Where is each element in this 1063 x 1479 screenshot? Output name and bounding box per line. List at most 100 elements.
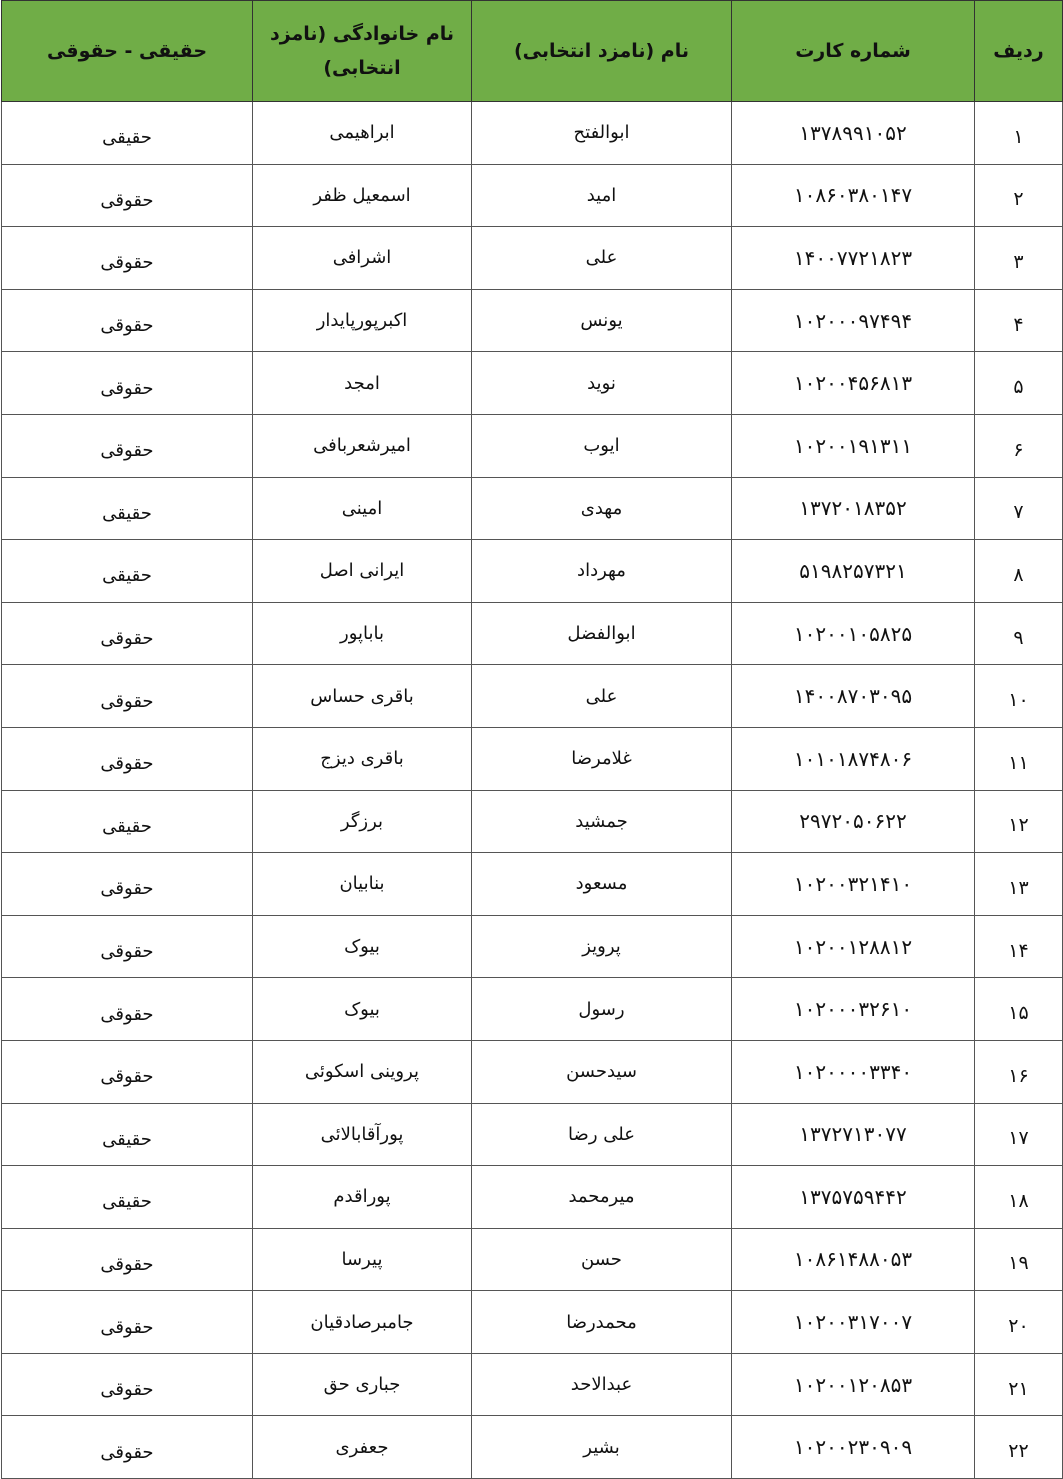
- card-number-cell: ۱۳۷۸۹۹۱۰۵۲: [731, 101, 975, 165]
- last-name-cell: جعفری: [252, 1415, 472, 1479]
- card-number-cell: ۱۰۲۰۰۲۳۰۹۰۹: [731, 1415, 975, 1479]
- card-number-cell: ۱۰۲۰۰۴۵۶۸۱۳: [731, 351, 975, 415]
- person-type-cell: حقیقی: [1, 1102, 253, 1167]
- first-name-cell: جمشید: [471, 789, 732, 854]
- card-number-cell: ۱۰۲۰۰۱۲۸۸۱۲: [731, 914, 975, 979]
- first-name-cell: مهدی: [471, 476, 732, 541]
- person-type-cell: حقوقی: [1, 226, 253, 290]
- last-name-cell: بیوک: [252, 914, 472, 979]
- person-type-cell: حقیقی: [1, 539, 253, 603]
- row-index-cell: ۲۱: [974, 1352, 1063, 1417]
- row-index-cell: ۱۵: [974, 977, 1063, 1041]
- row-index-cell: ۱۶: [974, 1039, 1063, 1104]
- table-row: ۱۰ ۱۴۰۰۸۷۰۳۰۹۵ علی باقری حساس حقوقی: [1, 664, 1063, 728]
- last-name-cell: ایرانی اصل: [252, 539, 472, 603]
- person-type-cell: حقوقی: [1, 664, 253, 728]
- card-number-cell: ۱۰۲۰۰۱۲۰۸۵۳: [731, 1352, 975, 1417]
- first-name-cell: عبدالاحد: [471, 1352, 732, 1417]
- row-index-cell: ۱۸: [974, 1165, 1063, 1229]
- header-last-name: نام خانوادگی (نامزد انتخابی): [252, 0, 472, 102]
- person-type-cell: حقیقی: [1, 476, 253, 541]
- row-index-cell: ۲: [974, 163, 1063, 228]
- person-type-cell: حقیقی: [1, 1165, 253, 1229]
- card-number-cell: ۱۴۰۰۷۷۲۱۸۲۳: [731, 226, 975, 290]
- first-name-cell: یونس: [471, 288, 732, 353]
- first-name-cell: نوید: [471, 351, 732, 415]
- first-name-cell: بشیر: [471, 1415, 732, 1479]
- table-row: ۹ ۱۰۲۰۰۱۰۵۸۲۵ ابوالفضل باباپور حقوقی: [1, 601, 1063, 666]
- table-row: ۱۶ ۱۰۲۰۰۰۰۳۳۴۰ سیدحسن پروینی اسکوئی حقوقی: [1, 1039, 1063, 1104]
- row-index-cell: ۸: [974, 539, 1063, 603]
- row-index-cell: ۳: [974, 226, 1063, 290]
- table-row: ۱۱ ۱۰۱۰۱۸۷۴۸۰۶ غلامرضا باقری دیزج حقوقی: [1, 726, 1063, 791]
- table-row: ۱ ۱۳۷۸۹۹۱۰۵۲ ابوالفتح ابراهیمی حقیقی: [1, 101, 1063, 165]
- table-row: ۶ ۱۰۲۰۰۱۹۱۳۱۱ ایوب امیرشعربافی حقوقی: [1, 413, 1063, 478]
- first-name-cell: مسعود: [471, 852, 732, 916]
- first-name-cell: ابوالفتح: [471, 101, 732, 165]
- table-row: ۲۱ ۱۰۲۰۰۱۲۰۸۵۳ عبدالاحد جباری حق حقوقی: [1, 1352, 1063, 1417]
- person-type-cell: حقوقی: [1, 852, 253, 916]
- row-index-cell: ۱: [974, 101, 1063, 165]
- card-number-cell: ۱۰۲۰۰۱۰۵۸۲۵: [731, 601, 975, 666]
- table-row: ۱۲ ۲۹۷۲۰۵۰۶۲۲ جمشید برزگر حقیقی: [1, 789, 1063, 854]
- person-type-cell: حقوقی: [1, 1415, 253, 1479]
- row-index-cell: ۱۴: [974, 914, 1063, 979]
- card-number-cell: ۱۰۲۰۰۳۱۷۰۰۷: [731, 1290, 975, 1354]
- first-name-cell: امید: [471, 163, 732, 228]
- first-name-cell: علی رضا: [471, 1102, 732, 1167]
- row-index-cell: ۱۳: [974, 852, 1063, 916]
- last-name-cell: پروینی اسکوئی: [252, 1039, 472, 1104]
- person-type-cell: حقیقی: [1, 101, 253, 165]
- header-first-name: نام (نامزد انتخابی): [471, 0, 732, 102]
- row-index-cell: ۲۲: [974, 1415, 1063, 1479]
- first-name-cell: علی: [471, 226, 732, 290]
- last-name-cell: جامبرصادقیان: [252, 1290, 472, 1354]
- table-row: ۱۵ ۱۰۲۰۰۰۳۲۶۱۰ رسول بیوک حقوقی: [1, 977, 1063, 1041]
- card-number-cell: ۱۴۰۰۸۷۰۳۰۹۵: [731, 664, 975, 728]
- header-card-number: شماره کارت: [731, 0, 975, 102]
- last-name-cell: امیرشعربافی: [252, 413, 472, 478]
- row-index-cell: ۱۹: [974, 1227, 1063, 1292]
- card-number-cell: ۱۰۸۶۱۴۸۸۰۵۳: [731, 1227, 975, 1292]
- last-name-cell: امینی: [252, 476, 472, 541]
- card-number-cell: ۱۰۲۰۰۰۰۳۳۴۰: [731, 1039, 975, 1104]
- person-type-cell: حقوقی: [1, 288, 253, 353]
- row-index-cell: ۵: [974, 351, 1063, 415]
- card-number-cell: ۱۰۲۰۰۱۹۱۳۱۱: [731, 413, 975, 478]
- person-type-cell: حقوقی: [1, 1227, 253, 1292]
- first-name-cell: علی: [471, 664, 732, 728]
- table-row: ۳ ۱۴۰۰۷۷۲۱۸۲۳ علی اشرافی حقوقی: [1, 226, 1063, 290]
- card-number-cell: ۱۰۸۶۰۳۸۰۱۴۷: [731, 163, 975, 228]
- card-number-cell: ۱۳۷۲۰۱۸۳۵۲: [731, 476, 975, 541]
- header-index: ردیف: [974, 0, 1063, 102]
- last-name-cell: بنابیان: [252, 852, 472, 916]
- table-row: ۸ ۵۱۹۸۲۵۷۳۲۱ مهرداد ایرانی اصل حقیقی: [1, 539, 1063, 603]
- card-number-cell: ۲۹۷۲۰۵۰۶۲۲: [731, 789, 975, 854]
- row-index-cell: ۱۰: [974, 664, 1063, 728]
- table-row: ۲۲ ۱۰۲۰۰۲۳۰۹۰۹ بشیر جعفری حقوقی: [1, 1415, 1063, 1479]
- person-type-cell: حقوقی: [1, 977, 253, 1041]
- last-name-cell: امجد: [252, 351, 472, 415]
- row-index-cell: ۱۲: [974, 789, 1063, 854]
- last-name-cell: برزگر: [252, 789, 472, 854]
- card-number-cell: ۱۰۱۰۱۸۷۴۸۰۶: [731, 726, 975, 791]
- first-name-cell: مهرداد: [471, 539, 732, 603]
- row-index-cell: ۲۰: [974, 1290, 1063, 1354]
- person-type-cell: حقوقی: [1, 601, 253, 666]
- card-number-cell: ۱۰۲۰۰۳۲۱۴۱۰: [731, 852, 975, 916]
- card-number-cell: ۱۳۷۵۷۵۹۴۴۲: [731, 1165, 975, 1229]
- last-name-cell: ابراهیمی: [252, 101, 472, 165]
- table-row: ۷ ۱۳۷۲۰۱۸۳۵۲ مهدی امینی حقیقی: [1, 476, 1063, 541]
- last-name-cell: باقری حساس: [252, 664, 472, 728]
- last-name-cell: پیرسا: [252, 1227, 472, 1292]
- person-type-cell: حقوقی: [1, 1290, 253, 1354]
- last-name-cell: جباری حق: [252, 1352, 472, 1417]
- table-row: ۱۳ ۱۰۲۰۰۳۲۱۴۱۰ مسعود بنابیان حقوقی: [1, 852, 1063, 916]
- last-name-cell: بیوک: [252, 977, 472, 1041]
- last-name-cell: اسمعیل ظفر: [252, 163, 472, 228]
- person-type-cell: حقوقی: [1, 413, 253, 478]
- last-name-cell: باقری دیزج: [252, 726, 472, 791]
- last-name-cell: پوراقدم: [252, 1165, 472, 1229]
- card-number-cell: ۵۱۹۸۲۵۷۳۲۱: [731, 539, 975, 603]
- card-number-cell: ۱۰۲۰۰۰۹۷۴۹۴: [731, 288, 975, 353]
